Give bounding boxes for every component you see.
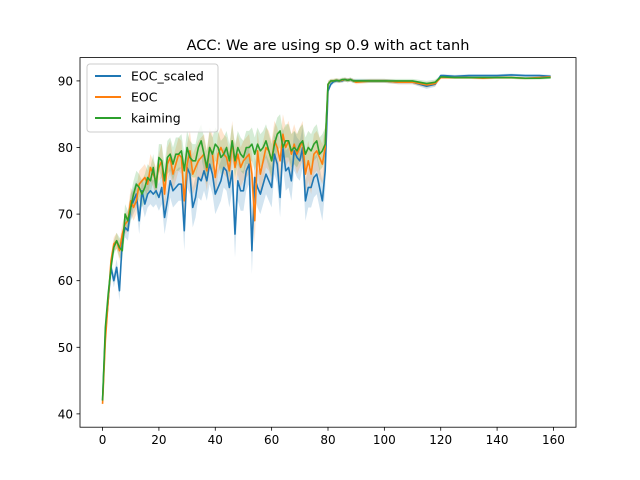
series-line-kaiming [101,76,551,401]
y-axis: 40 50 60 70 80 90 [58,74,80,421]
y-tick-label: 70 [58,208,73,222]
x-tick-label: 160 [542,433,565,447]
legend: EOC_scaled EOC kaiming [86,63,219,133]
y-tick-label: 80 [58,141,73,155]
x-tick-label: 40 [208,433,223,447]
band-kaiming [102,75,551,404]
y-tick-label: 60 [58,274,73,288]
legend-label-eoc-scaled: EOC_scaled [131,69,204,84]
y-tick-label: 90 [58,74,73,88]
chart-title: ACC: We are using sp 0.9 with act tanh [187,38,470,54]
series-lines [101,74,551,404]
x-axis: 0 20 40 60 80 100 120 140 160 [99,427,565,447]
legend-label-eoc: EOC [131,90,158,105]
band-eoc [102,75,551,408]
x-tick-label: 140 [486,433,509,447]
x-tick-label: 100 [373,433,396,447]
x-tick-label: 60 [264,433,279,447]
y-tick-label: 40 [58,407,73,421]
x-tick-label: 120 [429,433,452,447]
legend-box [86,63,219,133]
x-tick-label: 20 [151,433,166,447]
x-tick-label: 0 [99,433,107,447]
legend-label-kaiming: kaiming [131,111,181,126]
x-tick-label: 80 [320,433,335,447]
y-tick-label: 50 [58,341,73,355]
